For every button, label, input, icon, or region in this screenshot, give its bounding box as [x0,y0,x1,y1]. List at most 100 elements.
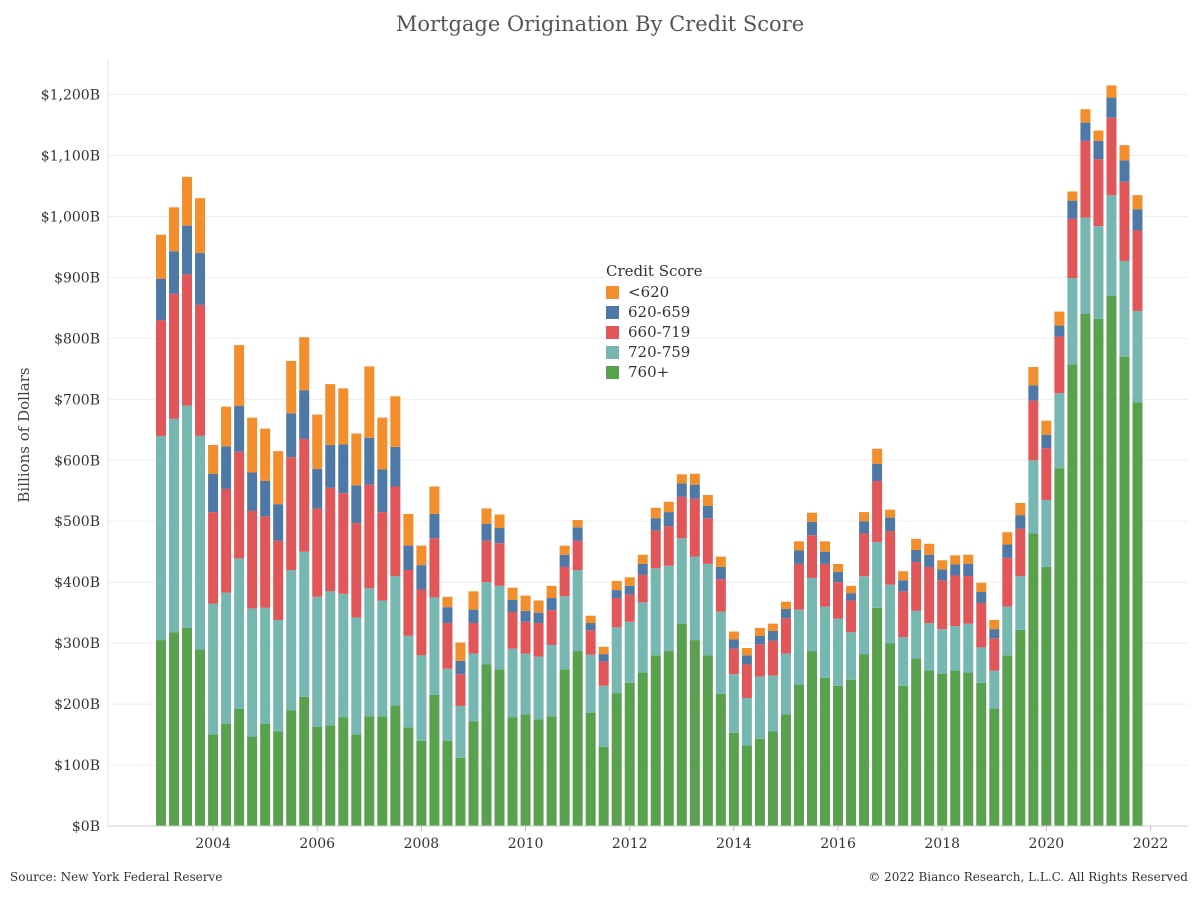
bar-segment [559,596,570,670]
bar-segment [364,588,375,717]
bar-segment [611,598,622,628]
bar-segment [898,580,909,592]
bar-segment [585,623,596,631]
bar-segment [624,577,635,586]
bar-segment [885,517,896,531]
bar-segment [1002,557,1013,607]
bar-segment [1080,109,1091,123]
legend-swatch [606,345,619,359]
bar-segment [780,618,791,654]
bar-segment [976,582,987,592]
bar-segment [338,444,349,494]
bar-segment [1002,544,1013,558]
bar-segment [650,530,661,569]
bar-segment [585,615,596,624]
bar-segment [676,483,687,497]
bar-segment [728,639,739,649]
y-tick-label: $0B [72,819,100,835]
bar-segment [859,512,870,522]
bar-segment [820,677,831,826]
bar-segment [403,513,414,546]
y-tick-label: $900B [54,270,100,286]
bar-segment [351,433,362,486]
bar-segment [455,660,466,675]
y-tick-label: $1,000B [41,209,100,225]
bar-segment [1119,181,1130,261]
bar-segment [963,672,974,826]
bar-segment [195,435,206,650]
bar-segment [208,445,219,474]
bar-segment [1015,502,1026,516]
bar-segment [325,591,336,726]
bar-segment [702,495,713,506]
bar-segment [572,527,583,541]
bar-segment [585,712,596,826]
bar-segment [416,545,427,566]
y-tick-label: $600B [54,453,100,469]
legend-label: 720-759 [628,343,691,361]
bar-segment [559,669,570,826]
bar-segment [1067,191,1078,201]
bar-segment [715,556,726,567]
bar-segment [637,672,648,826]
bar-segment [1119,160,1130,182]
bar-segment [1132,195,1143,210]
bar-segment [507,717,518,826]
legend-swatch [606,325,619,339]
bar-segment [911,549,922,563]
bar-segment [689,498,700,557]
bar-segment [351,485,362,524]
bar-segment [312,596,323,727]
bar-segment [533,600,544,613]
bar-segment [221,406,232,447]
bar-segment [195,253,206,305]
bar-segment [624,682,635,826]
bar-segment [585,630,596,655]
bar-segment [1041,434,1052,449]
bar-segment [182,627,193,826]
bar-segment [963,623,974,673]
bar-segment [247,510,258,609]
bar-segment [260,481,271,517]
bar-segment [247,417,258,473]
bar-segment [377,600,388,717]
bar-segment [312,508,323,597]
bar-segment [1132,230,1143,311]
bar-segment [1028,400,1039,461]
bar-segment [182,274,193,406]
legend-label: <620 [628,283,670,301]
bar-segment [390,396,401,447]
x-tick-label: 2008 [404,836,440,852]
bar-segment [976,647,987,683]
bar-segment [780,653,791,715]
bar-segment [924,566,935,624]
bar-segment [689,556,700,641]
bar-segment [767,640,778,676]
bar-segment [182,405,193,628]
bar-segment [208,512,219,604]
bar-segment [989,619,1000,630]
bar-segment [377,512,388,601]
bar-segment [1067,218,1078,279]
x-tick-label: 2020 [1029,836,1065,852]
bar-segment [911,562,922,611]
bar-segment [520,714,531,826]
bar-segment [325,445,336,488]
bar-segment [1106,117,1117,196]
bars [156,85,1143,827]
bar-segment [963,563,974,577]
bar-segment [390,576,401,706]
bar-segment [911,610,922,659]
bar-segment [820,606,831,678]
x-tick-label: 2016 [820,836,856,852]
legend-item: 720-759 [606,342,702,362]
bar-segment [702,563,713,656]
bar-segment [1132,209,1143,231]
bar-segment [1080,122,1091,141]
bar-segment [299,390,310,439]
bar-segment [950,626,961,671]
bar-segment [1093,159,1104,227]
bar-segment [859,533,870,577]
bar-segment [351,734,362,826]
